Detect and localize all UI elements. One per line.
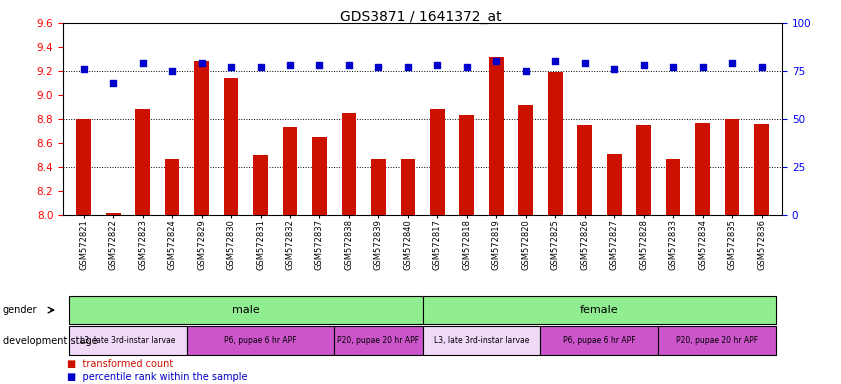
Point bbox=[696, 64, 709, 70]
Text: gender: gender bbox=[3, 305, 37, 315]
Bar bbox=[547, 72, 563, 215]
Text: L3, late 3rd-instar larvae: L3, late 3rd-instar larvae bbox=[434, 336, 529, 345]
Bar bbox=[253, 155, 268, 215]
Bar bbox=[725, 119, 739, 215]
Point bbox=[578, 60, 591, 66]
Bar bbox=[518, 104, 533, 215]
Point bbox=[666, 64, 680, 70]
Point bbox=[725, 60, 738, 66]
Bar bbox=[77, 119, 91, 215]
Point bbox=[607, 66, 621, 72]
Point bbox=[283, 62, 297, 68]
Bar bbox=[637, 125, 651, 215]
Text: ■  percentile rank within the sample: ■ percentile rank within the sample bbox=[67, 372, 248, 382]
Point bbox=[372, 64, 385, 70]
Bar bbox=[577, 125, 592, 215]
Point bbox=[401, 64, 415, 70]
Text: development stage: development stage bbox=[3, 336, 98, 346]
Point bbox=[77, 66, 91, 72]
Bar bbox=[106, 213, 120, 215]
Point bbox=[136, 60, 150, 66]
Text: P6, pupae 6 hr APF: P6, pupae 6 hr APF bbox=[225, 336, 297, 345]
Point bbox=[460, 64, 473, 70]
Bar bbox=[400, 159, 415, 215]
Bar bbox=[430, 109, 445, 215]
Bar bbox=[341, 113, 357, 215]
Point bbox=[195, 60, 209, 66]
Point bbox=[548, 58, 562, 65]
Text: GDS3871 / 1641372_at: GDS3871 / 1641372_at bbox=[340, 10, 501, 23]
Point bbox=[166, 68, 179, 74]
Point bbox=[313, 62, 326, 68]
Text: P20, pupae 20 hr APF: P20, pupae 20 hr APF bbox=[676, 336, 759, 345]
Bar bbox=[607, 154, 621, 215]
Bar bbox=[489, 56, 504, 215]
Point bbox=[519, 68, 532, 74]
Point bbox=[489, 58, 503, 65]
Point bbox=[637, 62, 650, 68]
Bar bbox=[224, 78, 238, 215]
Bar bbox=[371, 159, 386, 215]
Bar bbox=[754, 124, 769, 215]
Text: male: male bbox=[232, 305, 260, 315]
Text: P20, pupae 20 hr APF: P20, pupae 20 hr APF bbox=[337, 336, 420, 345]
Point bbox=[342, 62, 356, 68]
Text: L3, late 3rd-instar larvae: L3, late 3rd-instar larvae bbox=[80, 336, 176, 345]
Point bbox=[107, 79, 120, 86]
Bar bbox=[696, 122, 710, 215]
Point bbox=[225, 64, 238, 70]
Bar bbox=[194, 61, 209, 215]
Bar bbox=[135, 109, 150, 215]
Point bbox=[431, 62, 444, 68]
Bar bbox=[459, 116, 474, 215]
Point bbox=[754, 64, 768, 70]
Bar bbox=[666, 159, 680, 215]
Text: female: female bbox=[580, 305, 619, 315]
Bar bbox=[283, 127, 298, 215]
Point bbox=[254, 64, 267, 70]
Bar bbox=[165, 159, 179, 215]
Bar bbox=[312, 137, 327, 215]
Text: ■  transformed count: ■ transformed count bbox=[67, 359, 173, 369]
Text: P6, pupae 6 hr APF: P6, pupae 6 hr APF bbox=[563, 336, 636, 345]
